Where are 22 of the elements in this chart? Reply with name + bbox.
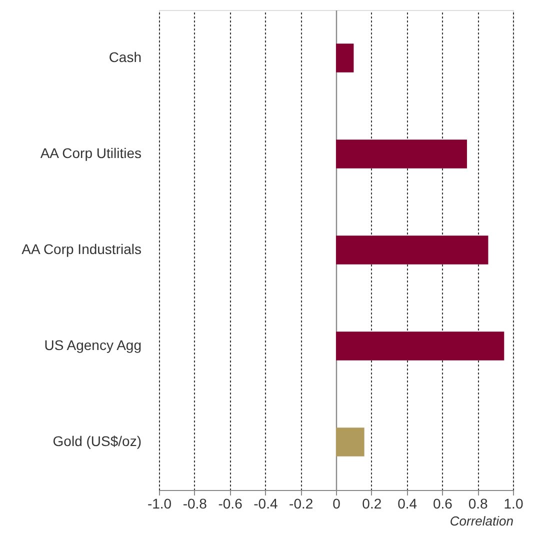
x-tick-label: -0.4: [254, 496, 278, 512]
bar: [336, 44, 354, 72]
x-tick-label: -1.0: [147, 496, 172, 512]
bar: [336, 332, 504, 360]
y-tick-label: Cash: [108, 49, 142, 65]
x-tick-label: 0.6: [432, 496, 453, 512]
x-tick-label: 0.2: [362, 496, 382, 512]
y-tick-label: AA Corp Industrials: [22, 241, 142, 257]
x-tick-label: 0: [332, 496, 341, 512]
x-axis-title: Correlation: [450, 514, 514, 528]
y-tick-label: Gold (US$/oz): [52, 433, 142, 449]
x-tick-label: 0.4: [398, 496, 418, 512]
bar: [336, 428, 364, 456]
y-tick-label: AA Corp Utilities: [40, 145, 142, 161]
bar: [336, 140, 467, 168]
x-tick-label: -0.2: [289, 496, 314, 512]
bar: [336, 236, 488, 264]
x-tick-label: -0.6: [218, 496, 243, 512]
x-tick-label: 1.0: [504, 496, 524, 512]
x-tick-label: 0.8: [468, 496, 488, 512]
y-tick-label: US Agency Agg: [44, 337, 142, 353]
x-tick-label: -0.8: [182, 496, 208, 512]
